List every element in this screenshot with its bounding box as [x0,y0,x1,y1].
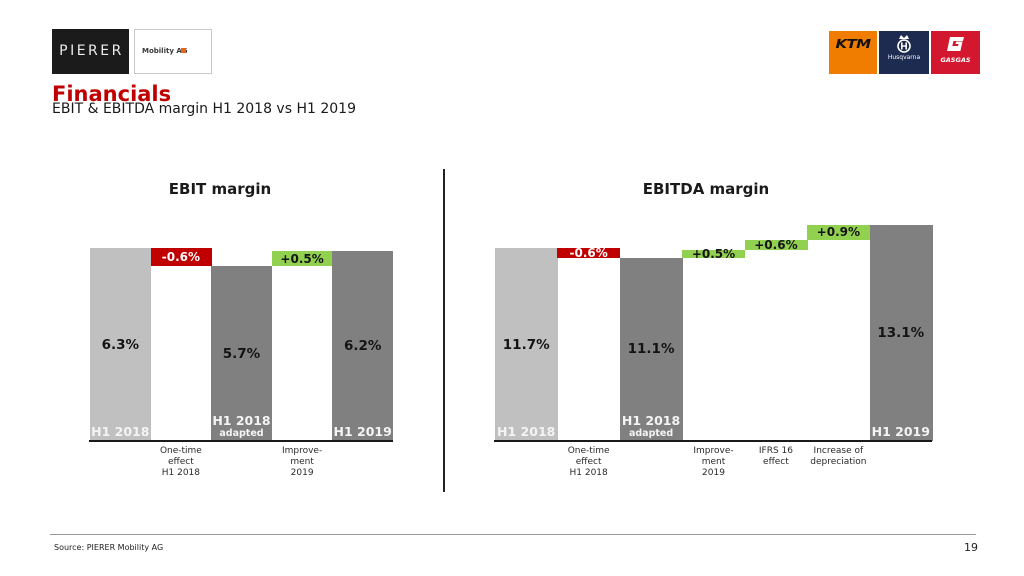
waterfall-bar-increase [744,239,808,250]
category-label-line: One-time [567,445,610,456]
page-number: 19 [964,541,978,554]
husqvarna-logo: Husqvarna [879,31,929,74]
mobility-logo-block: Mobility AG [134,29,212,74]
husqvarna-crown-icon [897,35,911,53]
pierer-logo-text: PIERER [59,43,124,59]
waterfall-bar-increase [271,251,333,267]
bar-category-label: H1 2019 [333,424,392,439]
waterfall-bar-total [619,257,683,441]
footer-divider [50,534,976,535]
category-label-line: H1 2018 [569,467,608,478]
chart-divider [443,169,445,492]
data-label: 11.1% [627,341,675,358]
x-axis-line [89,440,393,442]
waterfall-bar-decrease [150,248,212,267]
category-label-line: 2019 [702,467,725,478]
data-label: 6.3% [101,336,140,353]
ebit-chart-title: EBIT margin [168,180,272,198]
x-axis-line [494,440,932,442]
bar-category-sublabel: adapted [628,428,674,439]
waterfall-bar-total [332,251,394,441]
category-label-line: 2019 [290,467,314,478]
waterfall-bar-total [211,266,273,441]
page-title: Financials [52,82,172,106]
data-label: 13.1% [877,324,925,341]
category-label-line: effect [763,456,789,467]
gasgas-g-icon [947,37,964,51]
data-label: +0.5% [280,251,324,266]
data-label: -0.6% [161,250,201,265]
bar-category-sublabel: adapted [219,428,264,439]
category-label-line: ment [701,456,726,467]
category-label-line: effect [168,456,194,467]
pierer-logo-block: PIERER [52,29,129,74]
ebitda-chart-title: EBITDA margin [642,180,770,198]
ktm-logo-text: KTM [835,37,872,51]
data-label: -0.6% [569,245,608,260]
gasgas-logo: GASGAS [931,31,980,74]
data-label: 6.2% [343,338,382,355]
data-label: +0.6% [754,237,798,252]
category-label-line: Improve- [693,445,734,456]
source-note: Source: PIERER Mobility AG [54,543,164,552]
data-label: +0.9% [816,225,861,240]
ktm-logo: KTM [829,31,877,74]
gasgas-logo-text: GASGAS [940,56,971,64]
data-label: 11.7% [502,336,550,353]
husqvarna-logo-text: Husqvarna [887,54,921,61]
category-label-line: IFRS 16 [758,445,793,456]
bar-category-label: H1 2018 [212,413,271,428]
category-label-line: H1 2018 [161,467,201,478]
category-label-line: One-time [159,445,202,456]
waterfall-bar-increase [682,249,746,258]
waterfall-bar-decrease [557,248,621,258]
mobility-logo-text: Mobility AG [142,47,188,55]
category-label-line: depreciation [810,456,867,467]
orange-square-icon [181,48,186,53]
bar-category-label: H1 2019 [871,424,930,439]
waterfall-bar-start [495,248,558,441]
category-label-line: Improve- [281,445,323,456]
waterfall-bar-total [869,224,933,441]
category-label-line: effect [575,456,602,467]
waterfall-bar-start [90,248,152,441]
page-subtitle: EBIT & EBITDA margin H1 2018 vs H1 2019 [52,101,356,117]
category-label-line: Increase of [813,445,864,456]
waterfall-bar-increase [807,224,871,240]
category-label-line: ment [290,456,314,467]
bar-category-label: H1 2018 [621,413,681,428]
data-label: +0.5% [691,246,736,261]
bar-category-label: H1 2018 [91,424,150,439]
data-label: 5.7% [222,345,261,362]
bar-category-label: H1 2018 [497,424,556,439]
